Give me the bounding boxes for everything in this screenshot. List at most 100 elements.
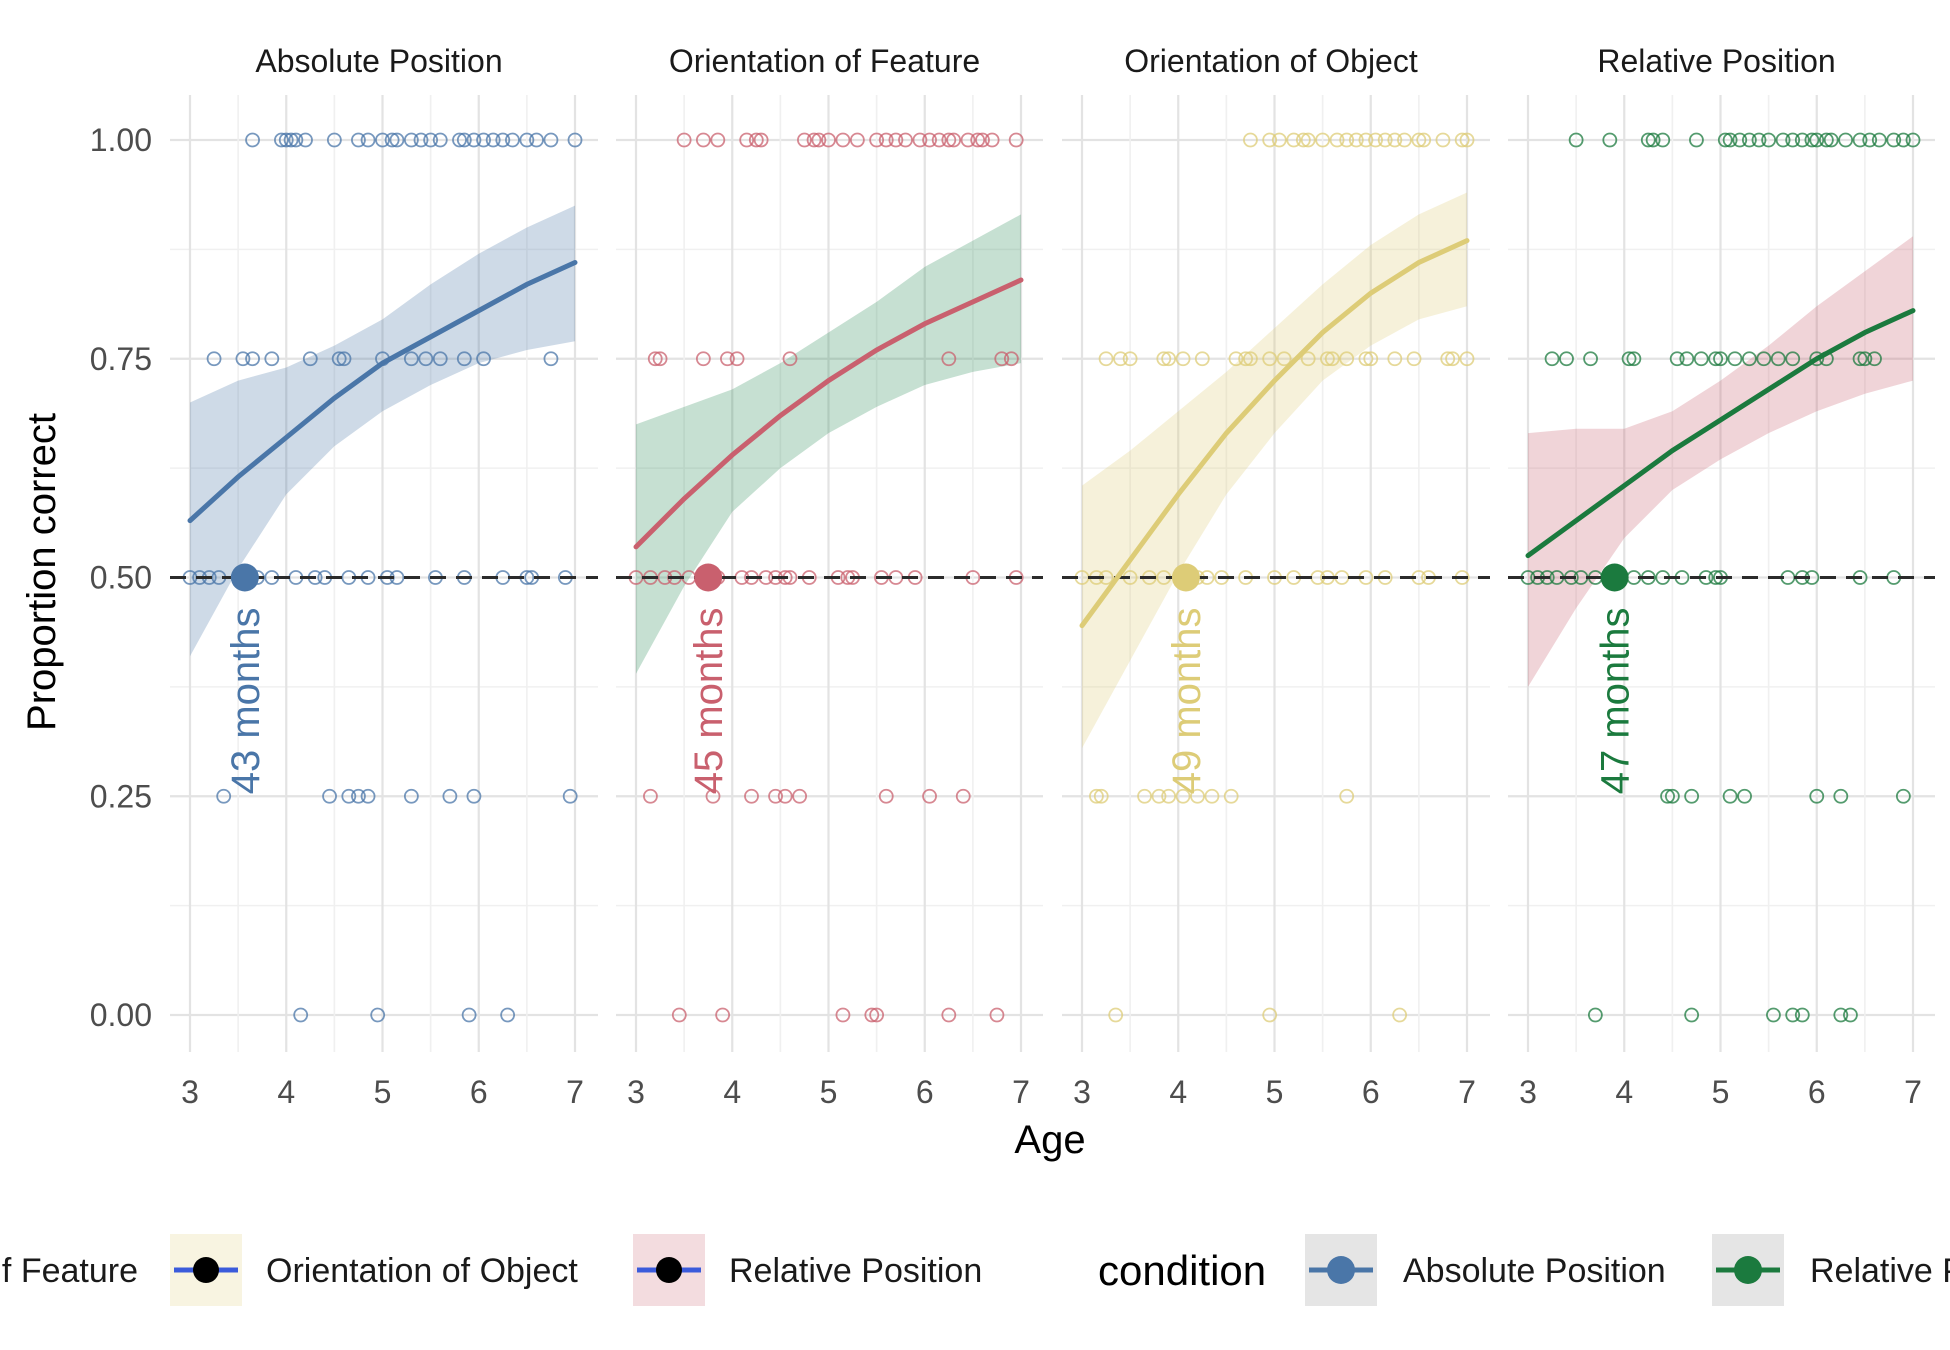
y-tick-label: 0.50 (90, 560, 152, 596)
data-point (946, 132, 962, 148)
data-point (302, 351, 318, 367)
data-point (1348, 132, 1364, 148)
data-point (1544, 351, 1560, 367)
data-point (878, 132, 894, 148)
fit-line (1525, 308, 1916, 559)
data-point (562, 788, 578, 804)
data-point (442, 788, 458, 804)
data-point (370, 1007, 386, 1023)
x-tick-label: 3 (627, 1074, 645, 1110)
data-point (485, 132, 501, 148)
data-point (351, 788, 366, 804)
data-point (1397, 132, 1412, 148)
data-point (941, 132, 957, 148)
data-point (715, 1007, 731, 1023)
data-point (1871, 132, 1887, 148)
data-point (970, 132, 986, 148)
threshold-label: 43 months (224, 608, 268, 795)
data-point (739, 132, 755, 148)
legend-key-point (193, 1257, 219, 1283)
data-point (1818, 132, 1834, 148)
data-point (432, 351, 448, 367)
data-point (941, 1007, 957, 1023)
legend-key-point (1327, 1256, 1355, 1284)
data-point (418, 351, 434, 367)
data-point (1583, 351, 1598, 367)
data-point (1151, 788, 1167, 804)
data-point (1392, 1007, 1408, 1023)
data-point (1756, 351, 1772, 367)
data-point (1775, 132, 1791, 148)
fit-line (633, 277, 1024, 550)
data-point (1204, 788, 1220, 804)
data-point (1276, 351, 1292, 367)
data-point (744, 788, 759, 804)
threshold-point (1600, 563, 1629, 592)
legend-label: Absolute Position (1403, 1252, 1666, 1290)
data-point (1905, 132, 1921, 148)
data-point (1621, 351, 1637, 367)
data-point (1295, 132, 1311, 148)
x-tick-label: 5 (1712, 1074, 1730, 1110)
panel-title: Relative Position (1597, 43, 1835, 79)
legend-label: Relative Position (729, 1252, 982, 1290)
data-point (1785, 351, 1801, 367)
x-tick-label: 4 (1169, 1074, 1187, 1110)
confidence-ribbon (1082, 192, 1467, 749)
legend-item: Absolute Position (1305, 1234, 1666, 1306)
x-tick-label: 3 (181, 1074, 199, 1110)
data-point (676, 132, 692, 148)
data-point (331, 351, 347, 367)
data-point (1113, 351, 1128, 367)
data-point (652, 351, 668, 367)
data-point (729, 351, 745, 367)
data-point (1838, 132, 1854, 148)
data-point (922, 132, 937, 148)
data-point (994, 351, 1010, 367)
data-point (403, 351, 419, 367)
data-point (849, 132, 865, 148)
data-point (1602, 132, 1618, 148)
panel-title: Absolute Position (255, 43, 502, 79)
data-point (1886, 132, 1902, 148)
data-point (1645, 132, 1661, 148)
legend-title: condition (1098, 1247, 1266, 1294)
data-point (1416, 132, 1432, 148)
data-point (1175, 351, 1191, 367)
x-tick-label: 5 (1266, 1074, 1284, 1110)
data-point (1852, 351, 1868, 367)
data-point (1194, 351, 1210, 367)
data-point (1445, 351, 1460, 367)
data-point (1454, 132, 1470, 148)
data-point (782, 351, 798, 367)
data-point (1722, 788, 1738, 804)
data-point (293, 1007, 309, 1023)
data-point (1626, 351, 1642, 367)
data-point (1751, 132, 1767, 148)
data-point (466, 132, 482, 148)
data-point (1243, 132, 1258, 148)
data-point (912, 132, 928, 148)
data-point (768, 788, 783, 804)
data-point (1737, 788, 1752, 804)
x-tick-label: 7 (1012, 1074, 1030, 1110)
facet-panel: Absolute Position 3 4 5 6 7 43 months (170, 43, 598, 1110)
data-point (1387, 351, 1403, 367)
data-point (1243, 351, 1258, 367)
data-point (1669, 351, 1685, 367)
x-tick-label: 5 (820, 1074, 838, 1110)
data-point (1664, 788, 1680, 804)
data-point (710, 132, 726, 148)
data-point (671, 1007, 687, 1023)
data-point (984, 132, 1000, 148)
data-point (720, 351, 735, 367)
data-point (1708, 351, 1724, 367)
data-point (1175, 788, 1191, 804)
panel-title: Orientation of Feature (669, 43, 980, 79)
data-point (495, 132, 511, 148)
legend-item: Relative P (1712, 1234, 1950, 1306)
data-point (1785, 132, 1801, 148)
data-point (1411, 132, 1427, 148)
data-point (1684, 1007, 1700, 1023)
data-point (922, 788, 937, 804)
